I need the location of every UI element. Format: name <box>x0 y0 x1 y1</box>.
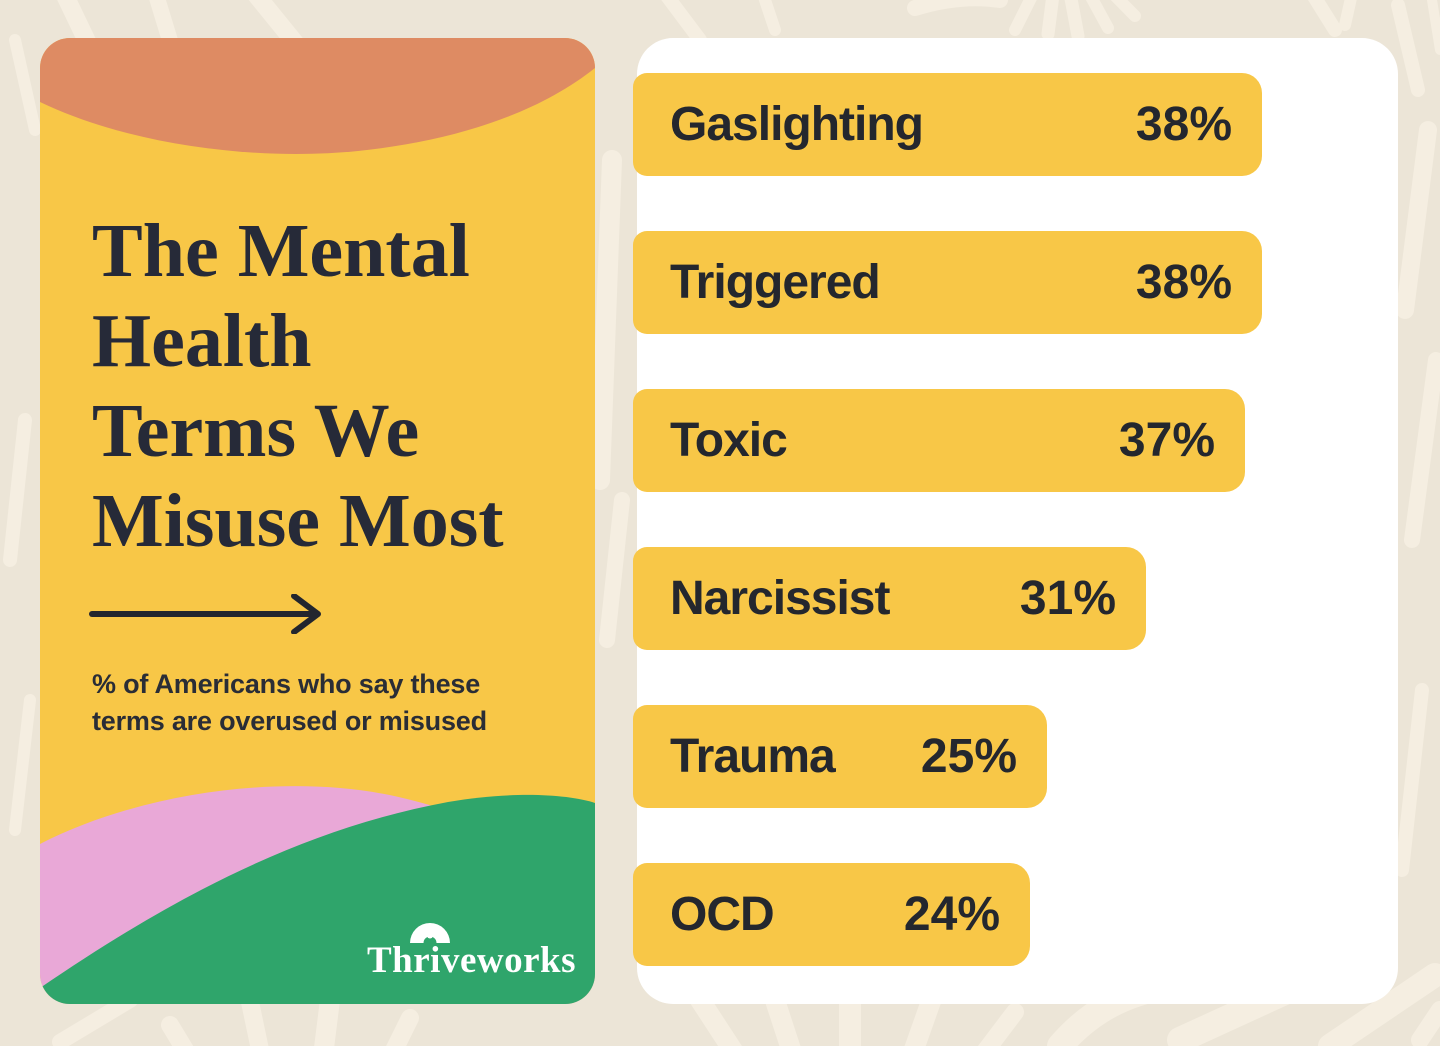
bar-value-label: 31% <box>1019 572 1116 625</box>
bar-category-label: Trauma <box>670 730 836 783</box>
page-title: The Mental Health Terms We Misuse Most <box>92 206 504 566</box>
right-arrow-icon <box>88 593 328 639</box>
title-line: The Mental <box>92 209 470 293</box>
title-line: Misuse Most <box>92 479 504 563</box>
bar-row: Trauma 25% <box>633 705 1047 808</box>
bar-row: Triggered 38% <box>633 231 1262 334</box>
title-line: Health <box>92 299 312 383</box>
bar-row: OCD 24% <box>633 863 1030 966</box>
subtitle-line: % of Americans who say these <box>92 669 481 699</box>
bar-value-label: 38% <box>1135 256 1232 309</box>
thriveworks-dome-icon <box>410 923 450 943</box>
thriveworks-logo: Thriveworks <box>367 923 595 999</box>
chart-subtitle: % of Americans who say these terms are o… <box>92 666 487 740</box>
bar-row: Toxic 37% <box>633 389 1245 492</box>
bar-row: Narcissist 31% <box>633 547 1146 650</box>
title-line: Terms We <box>92 389 420 473</box>
title-card-artwork <box>40 38 595 1004</box>
subtitle-line: terms are overused or misused <box>92 706 487 736</box>
bar-category-label: OCD <box>670 888 775 941</box>
bar-row: Gaslighting 38% <box>633 73 1262 176</box>
bar-value-label: 24% <box>903 888 1000 941</box>
title-card: The Mental Health Terms We Misuse Most %… <box>40 38 595 1004</box>
bar-chart-panel: Gaslighting 38% Triggered 38% Toxic 37% … <box>633 38 1398 1004</box>
bar-category-label: Triggered <box>670 256 881 309</box>
bar-value-label: 25% <box>920 730 1017 783</box>
bar-value-label: 38% <box>1135 98 1232 151</box>
bar-category-label: Toxic <box>670 414 788 467</box>
bar-value-label: 37% <box>1118 414 1215 467</box>
green-hill-shape <box>40 794 595 1004</box>
orange-arc-shape <box>40 38 595 154</box>
bar-category-label: Gaslighting <box>670 98 924 151</box>
bar-category-label: Narcissist <box>670 572 890 625</box>
thriveworks-wordmark: Thriveworks <box>367 940 576 981</box>
